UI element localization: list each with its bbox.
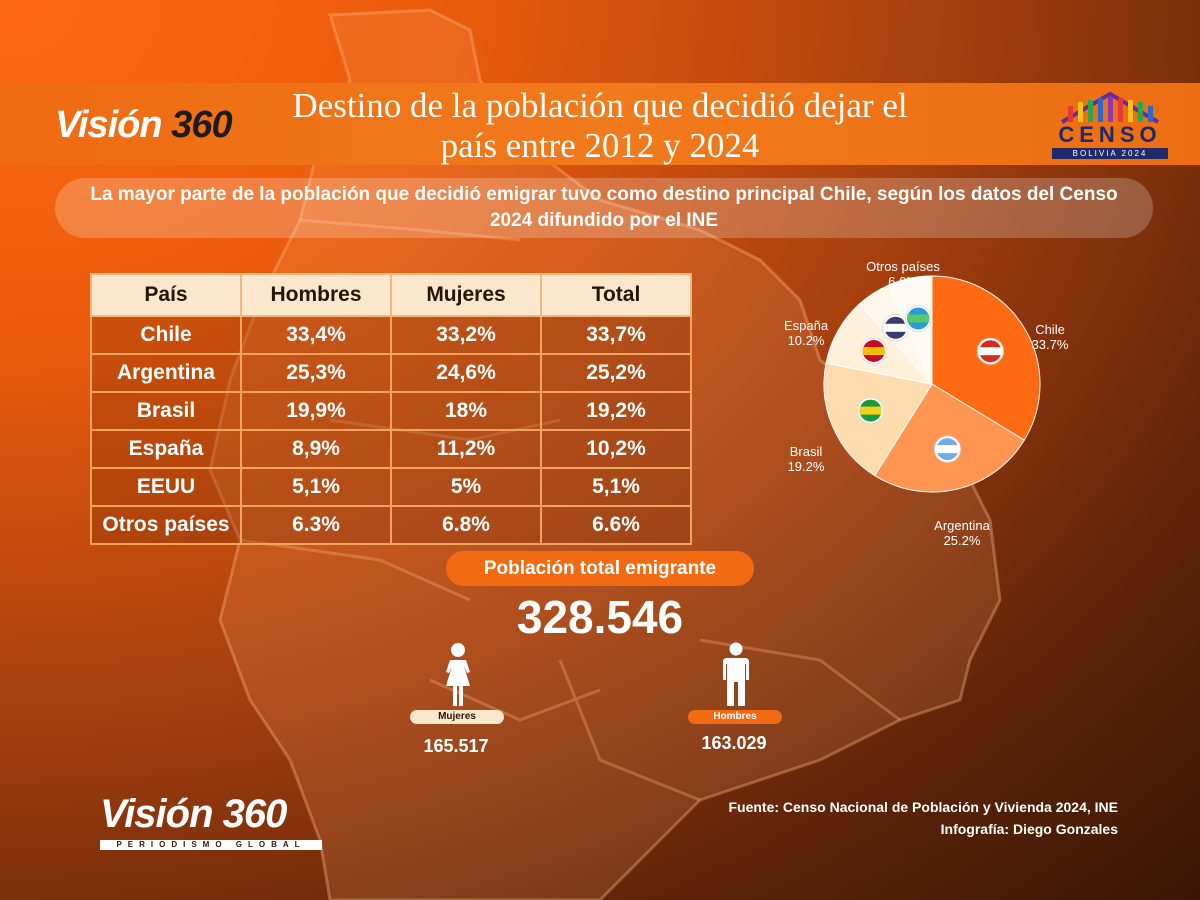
header-men: Hombres [240,273,392,317]
subtitle-banner: La mayor parte de la población que decid… [55,178,1153,238]
cell-country: Chile [90,315,242,355]
source-block: Fuente: Censo Nacional de Población y Vi… [600,796,1118,840]
cell-men: 25,3% [240,353,392,393]
cell-total: 6.6% [540,505,692,545]
table-row: Chile 33,4% 33,2% 33,7% [90,315,692,355]
brazil-flag-icon [857,397,885,425]
cell-total: 10,2% [540,429,692,469]
cell-total: 19,2% [540,391,692,431]
header-band [0,83,1200,165]
slice-label: Brasil [790,444,823,459]
woman-icon [446,643,470,706]
logo-bottom-number: 360 [222,792,288,836]
source-text: Fuente: Censo Nacional de Población y Vi… [728,799,1118,815]
table-row: Otros países 6.3% 6.8% 6.6% [90,505,692,545]
cell-men: 5,1% [240,467,392,507]
men-pill: Hombres [688,710,782,724]
man-icon [723,642,749,706]
globe-icon [904,304,932,332]
cell-women: 11,2% [390,429,542,469]
slice-value: 19.2% [788,459,825,474]
cell-country: Brasil [90,391,242,431]
slice-value: 6.6% [888,274,918,289]
cell-men: 6.3% [240,505,392,545]
censo-subtitle: BOLIVIA 2024 [1052,148,1168,159]
slice-label: España [784,318,829,333]
logo-bottom-text: Visión [100,792,223,836]
table-row: España 8,9% 11,2% 10,2% [90,429,692,469]
cell-country: España [90,429,242,469]
slice-value: 25.2% [944,533,981,548]
cell-country: EEUU [90,467,242,507]
total-label-pill: Población total emigrante [446,551,754,586]
page-title: Destino de la población que decidió deja… [292,86,908,165]
table-row: EEUU 5,1% 5% 5,1% [90,467,692,507]
table-header-row: País Hombres Mujeres Total [90,273,692,317]
censo-word: CENSO [1058,122,1162,147]
cell-total: 5,1% [540,467,692,507]
slice-label: Chile [1035,322,1065,337]
header-country: País [90,273,242,317]
slice-value: 10.2% [788,333,825,348]
men-count: 163.029 [701,733,767,753]
cell-total: 33,7% [540,315,692,355]
pie-slice [887,275,933,385]
cell-men: 19,9% [240,391,392,431]
vision360-logo: Visión 360 [55,104,233,147]
cell-women: 33,2% [390,315,542,355]
credit-text: Infografía: Diego Gonzales [940,821,1118,837]
slice-label: Argentina [934,518,990,533]
emigration-table: País Hombres Mujeres Total Chile 33,4% 3… [90,273,692,545]
logo-number: 360 [171,104,232,146]
cell-women: 6.8% [390,505,542,545]
header-women: Mujeres [390,273,542,317]
chile-flag-icon [976,337,1004,365]
header-total: Total [540,273,692,317]
cell-women: 24,6% [390,353,542,393]
women-count: 165.517 [423,736,489,756]
slice-label: Otros países [866,259,940,274]
total-label: Población total emigrante [483,558,717,579]
vision360-logo-bottom: Visión 360 [100,792,288,837]
total-value: 328.546 [516,591,684,643]
cell-women: 5% [390,467,542,507]
spain-flag-icon [860,337,888,365]
cell-country: Otros países [90,505,242,545]
usa-flag-icon [882,314,910,342]
women-pill: Mujeres [410,710,504,724]
slice-value: 33.7% [1032,337,1069,352]
cell-men: 8,9% [240,429,392,469]
cell-total: 25,2% [540,353,692,393]
table-row: Brasil 19,9% 18% 19,2% [90,391,692,431]
censo-bars-icon [1060,91,1160,124]
logo-tagline: PERIODISMO GLOBAL [100,840,322,850]
cell-women: 18% [390,391,542,431]
logo-text: Visión [55,104,172,146]
cell-men: 33,4% [240,315,392,355]
subtitle-text: La mayor parte de la población que decid… [90,184,1118,231]
table-row: Argentina 25,3% 24,6% 25,2% [90,353,692,393]
argentina-flag-icon [933,435,961,463]
censo-logo: CENSO BOLIVIA 2024 [1048,86,1172,160]
cell-country: Argentina [90,353,242,393]
